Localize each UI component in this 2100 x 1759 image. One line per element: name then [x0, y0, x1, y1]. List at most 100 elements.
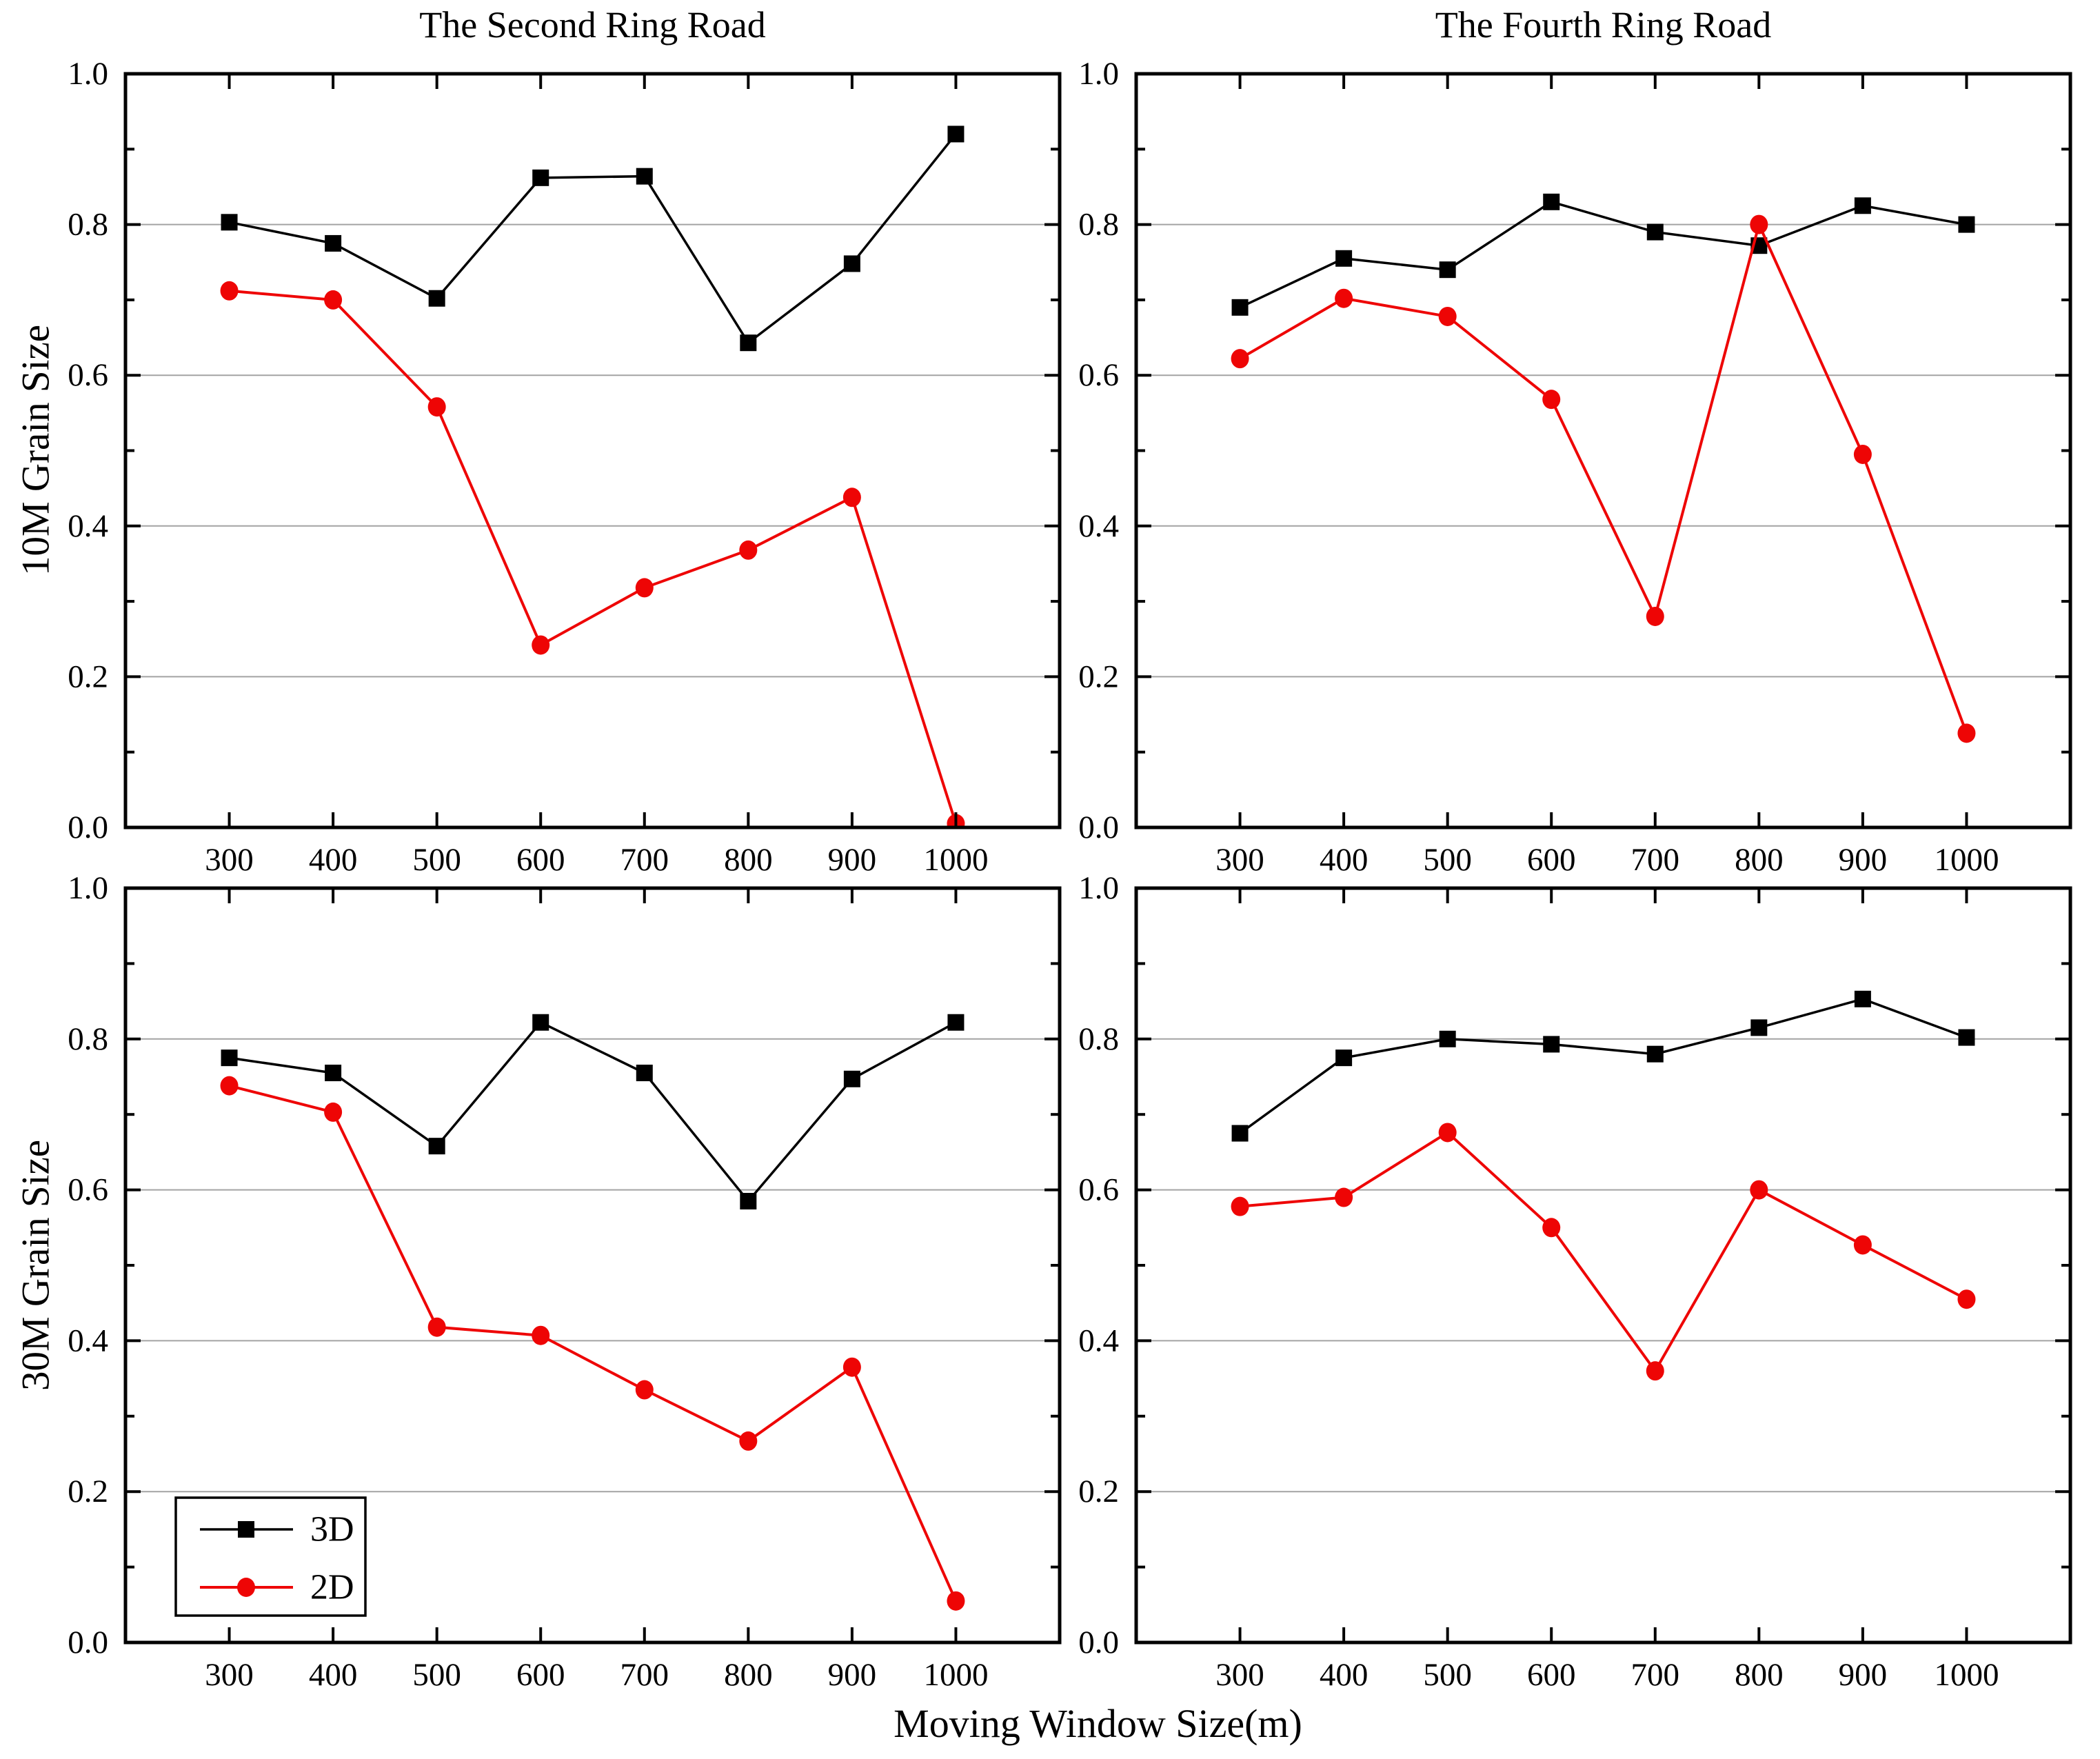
marker-circle-2d — [739, 1431, 758, 1451]
marker-square-3d — [532, 169, 549, 186]
marker-circle-2d — [842, 488, 861, 507]
x-tick-label: 900 — [828, 1657, 877, 1693]
x-tick-label: 1000 — [1934, 1657, 1999, 1693]
marker-circle-2d — [635, 578, 654, 598]
marker-circle-2d — [1231, 349, 1249, 369]
x-tick-label: 600 — [516, 842, 565, 878]
marker-square-3d — [636, 168, 653, 185]
panel-title-fourth-ring-road: The Fourth Ring Road — [1435, 4, 1772, 46]
x-tick-label: 900 — [828, 842, 877, 878]
marker-square-3d — [1439, 261, 1456, 279]
chart-panel-top-right: 0.0 0.2 0.4 0.6 0.8 1.0 300 400 500 600 700 800 900 1… — [1078, 56, 2072, 878]
y-tick-label: 0.0 — [68, 810, 108, 845]
y-tick-label: 0.4 — [68, 508, 108, 544]
marker-square-3d — [843, 1070, 860, 1087]
marker-square-3d — [740, 1193, 757, 1210]
marker-square-3d — [1958, 1029, 1975, 1046]
y-tick-label: 0.8 — [68, 207, 108, 243]
x-tick-label: 800 — [724, 842, 773, 878]
x-tick-label: 800 — [1735, 1657, 1784, 1693]
x-tick-label: 400 — [1320, 842, 1369, 878]
series-group — [1231, 193, 1976, 743]
chart-panel-bottom-right: 0.0 0.2 0.4 0.6 0.8 1.0 300 400 500 600 700 800 900 1… — [1078, 870, 2072, 1693]
series-group — [220, 1014, 965, 1611]
marker-square-3d — [1335, 250, 1353, 267]
series-line-3d — [1239, 997, 1968, 1134]
x-tick-label: 400 — [1320, 1657, 1369, 1693]
marker-circle-2d — [1335, 1187, 1353, 1207]
x-tick-label: 400 — [309, 842, 358, 878]
y-tick-label: 0.4 — [68, 1323, 108, 1358]
series-line-2d — [229, 1084, 958, 1602]
legend-box — [174, 1496, 367, 1617]
marker-circle-2d — [947, 1591, 965, 1611]
marker-square-3d — [325, 234, 342, 252]
marker-square-3d — [1439, 1030, 1456, 1047]
x-tick-label: 1000 — [1934, 842, 1999, 878]
marker-circle-2d — [1542, 390, 1561, 410]
marker-circle-2d — [1231, 1196, 1249, 1216]
marker-square-3d — [1958, 216, 1975, 233]
y-tick-label: 0.8 — [1078, 1021, 1119, 1057]
y-tick-label: 1.0 — [68, 870, 108, 906]
x-tick-label: 1000 — [923, 842, 988, 878]
series-line-3d — [229, 133, 957, 345]
marker-square-3d — [636, 1065, 653, 1082]
marker-circle-2d — [427, 397, 446, 417]
marker-square-3d — [428, 290, 445, 307]
series-group — [220, 125, 965, 827]
x-tick-label: 700 — [1631, 1657, 1680, 1693]
series-line-2d — [229, 289, 958, 825]
marker-circle-2d — [739, 540, 758, 560]
y-tick-label: 0.0 — [68, 1625, 108, 1660]
plot-border — [123, 72, 1062, 830]
marker-square-3d — [221, 214, 238, 231]
x-tick-label: 400 — [309, 1657, 358, 1693]
x-tick-label: 300 — [1215, 1657, 1264, 1693]
x-tick-label: 800 — [724, 1657, 773, 1693]
x-tick-label: 300 — [205, 1657, 254, 1693]
x-tick-label: 300 — [1215, 842, 1264, 878]
marker-square-3d — [947, 125, 965, 143]
legend-marker-2d — [237, 1578, 255, 1597]
chart-panel-bottom-left: 0.0 0.2 0.4 0.6 0.8 1.0 300 400 500 600 700 800 900 1… — [68, 870, 1062, 1693]
x-tick-label: 700 — [620, 842, 669, 878]
marker-square-3d — [1854, 990, 1871, 1007]
series-line-3d — [229, 1021, 957, 1203]
marker-square-3d — [1543, 1036, 1560, 1053]
y-tick-label: 0.2 — [68, 1474, 108, 1509]
marker-circle-2d — [635, 1380, 654, 1400]
x-tick-label: 600 — [1527, 842, 1576, 878]
plot-border — [1134, 72, 2072, 830]
marker-circle-2d — [427, 1317, 446, 1337]
x-tick-label: 500 — [412, 1657, 461, 1693]
y-tick-label: 0.6 — [1078, 357, 1119, 393]
marker-circle-2d — [324, 1102, 343, 1122]
chart-panel-top-left: 0.0 0.2 0.4 0.6 0.8 1.0 300 400 500 600 700 800 900 1… — [68, 56, 1062, 878]
x-tick-label: 700 — [1631, 842, 1680, 878]
marker-square-3d — [532, 1014, 549, 1031]
series-line-2d — [1240, 1130, 1968, 1374]
y-tick-label: 0.8 — [68, 1021, 108, 1057]
marker-circle-2d — [220, 281, 239, 301]
marker-circle-2d — [1335, 288, 1353, 308]
y-tick-label: 1.0 — [68, 56, 108, 92]
y-tick-label: 0.6 — [68, 357, 108, 393]
marker-square-3d — [947, 1014, 965, 1031]
marker-square-3d — [1646, 223, 1664, 241]
marker-circle-2d — [1957, 1289, 1976, 1309]
panel-title-second-ring-road: The Second Ring Road — [419, 4, 766, 46]
marker-circle-2d — [1853, 1235, 1872, 1255]
marker-square-3d — [1854, 197, 1871, 214]
legend-label-3d: 3D — [310, 1510, 354, 1549]
marker-circle-2d — [220, 1076, 239, 1096]
marker-circle-2d — [1438, 1123, 1457, 1143]
x-tick-label: 300 — [205, 842, 254, 878]
marker-circle-2d — [1646, 1361, 1664, 1381]
marker-circle-2d — [532, 1325, 550, 1345]
y-tick-label: 1.0 — [1078, 56, 1119, 92]
marker-circle-2d — [1542, 1218, 1561, 1238]
legend-marker-3d — [238, 1521, 254, 1538]
marker-square-3d — [1646, 1045, 1664, 1063]
